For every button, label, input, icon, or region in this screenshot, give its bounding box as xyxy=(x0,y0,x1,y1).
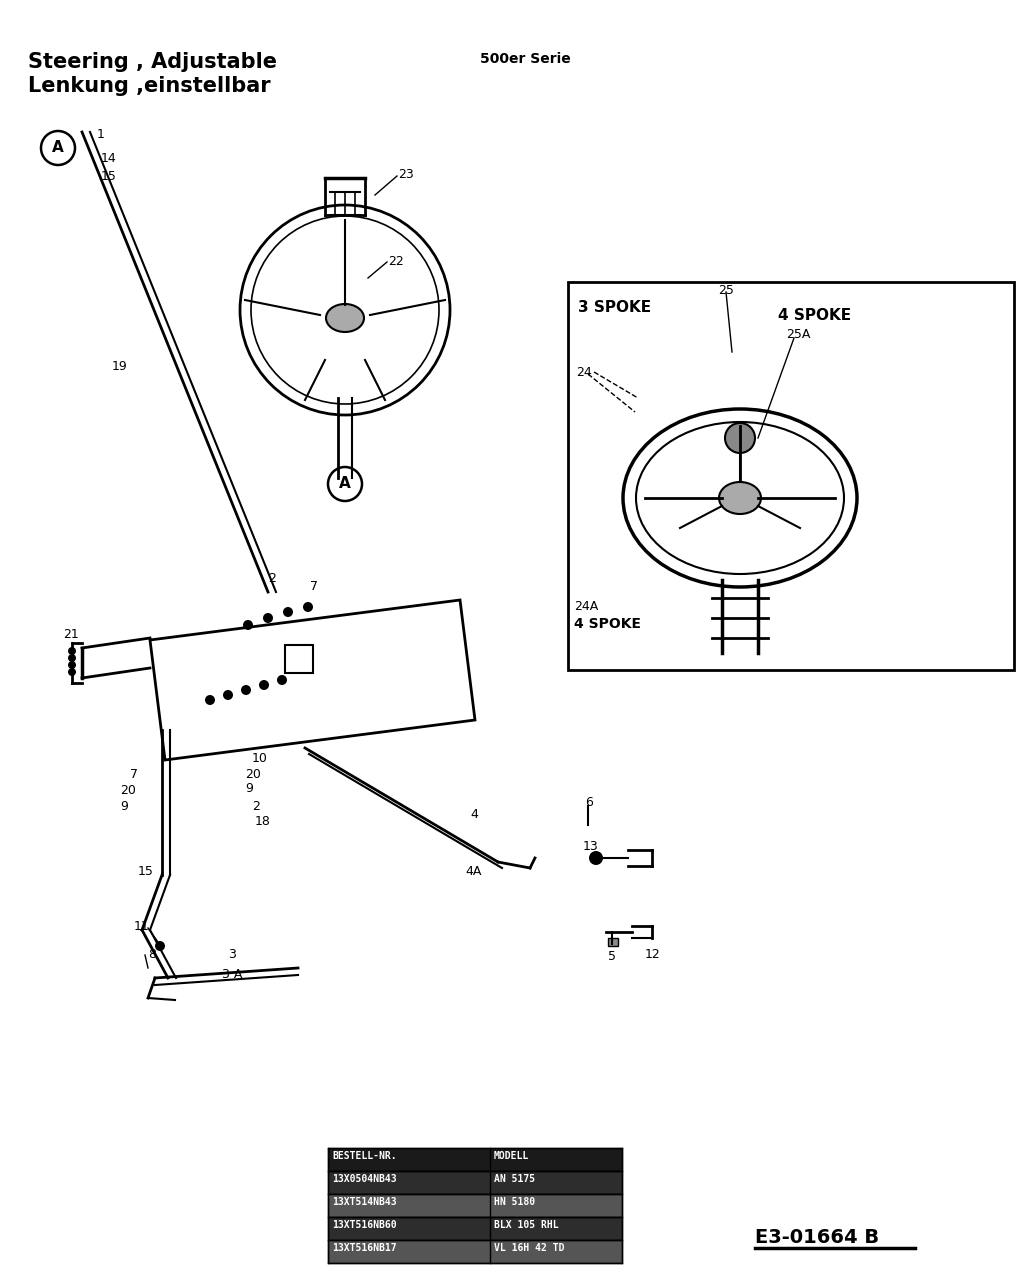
Text: 21: 21 xyxy=(63,628,78,641)
Text: 8: 8 xyxy=(148,948,156,961)
Text: MODELL: MODELL xyxy=(494,1151,529,1161)
Text: 20: 20 xyxy=(245,767,261,781)
Text: 24A: 24A xyxy=(574,600,599,613)
Text: 1: 1 xyxy=(97,128,105,141)
Text: 15: 15 xyxy=(138,865,154,877)
Circle shape xyxy=(68,661,76,669)
Text: 22: 22 xyxy=(388,255,404,269)
Text: 7: 7 xyxy=(310,579,318,593)
Circle shape xyxy=(263,613,273,623)
Text: 13XT514NB43: 13XT514NB43 xyxy=(332,1197,396,1207)
Circle shape xyxy=(259,680,269,689)
Text: 6: 6 xyxy=(585,796,592,810)
Text: 4A: 4A xyxy=(465,865,481,877)
Text: 11: 11 xyxy=(134,920,150,932)
Circle shape xyxy=(283,608,293,616)
Circle shape xyxy=(725,423,755,453)
Text: BESTELL-NR.: BESTELL-NR. xyxy=(332,1151,396,1161)
Bar xyxy=(328,1172,622,1195)
Circle shape xyxy=(589,851,603,865)
Text: 23: 23 xyxy=(398,168,414,182)
Text: 3 SPOKE: 3 SPOKE xyxy=(578,301,651,315)
Text: AN 5175: AN 5175 xyxy=(494,1174,536,1184)
Text: 2: 2 xyxy=(252,799,260,813)
Text: Steering , Adjustable: Steering , Adjustable xyxy=(28,52,277,72)
Text: 13: 13 xyxy=(583,840,599,853)
Text: 13X0504NB43: 13X0504NB43 xyxy=(332,1174,396,1184)
Circle shape xyxy=(243,620,253,631)
Text: BLX 105 RHL: BLX 105 RHL xyxy=(494,1220,558,1230)
Text: 10: 10 xyxy=(252,752,268,765)
Bar xyxy=(328,1218,622,1241)
Text: 12: 12 xyxy=(645,948,660,961)
Text: 19: 19 xyxy=(112,359,128,373)
Circle shape xyxy=(155,941,165,952)
Text: Lenkung ,einstellbar: Lenkung ,einstellbar xyxy=(28,75,270,96)
Text: 25: 25 xyxy=(718,284,734,297)
Text: 3: 3 xyxy=(228,948,236,961)
Text: VL 16H 42 TD: VL 16H 42 TD xyxy=(494,1243,565,1253)
Bar xyxy=(285,645,313,673)
Circle shape xyxy=(223,689,233,700)
Text: 15: 15 xyxy=(101,170,117,183)
Bar xyxy=(328,1241,622,1262)
Ellipse shape xyxy=(326,304,364,333)
Text: 9: 9 xyxy=(120,799,128,813)
Text: A: A xyxy=(340,477,351,491)
Text: E3-01664 B: E3-01664 B xyxy=(755,1228,879,1247)
Bar xyxy=(328,1195,622,1218)
Circle shape xyxy=(303,602,313,611)
Text: 4: 4 xyxy=(470,808,478,821)
Circle shape xyxy=(241,686,251,694)
Bar xyxy=(568,281,1014,670)
Text: 14: 14 xyxy=(101,152,117,165)
Text: 13XT516NB60: 13XT516NB60 xyxy=(332,1220,396,1230)
Text: 3 A: 3 A xyxy=(222,968,243,981)
Text: 4 SPOKE: 4 SPOKE xyxy=(574,616,641,631)
Text: 13XT516NB17: 13XT516NB17 xyxy=(332,1243,396,1253)
Bar xyxy=(608,938,618,946)
Text: 25A: 25A xyxy=(786,327,810,341)
Text: HN 5180: HN 5180 xyxy=(494,1197,536,1207)
Text: 4 SPOKE: 4 SPOKE xyxy=(778,308,851,324)
Text: A: A xyxy=(53,141,64,156)
Text: 20: 20 xyxy=(120,784,136,797)
Circle shape xyxy=(68,654,76,663)
Circle shape xyxy=(277,675,287,686)
Circle shape xyxy=(68,647,76,655)
Text: 9: 9 xyxy=(245,781,253,796)
Text: 18: 18 xyxy=(255,815,270,828)
Circle shape xyxy=(68,668,76,677)
Text: 7: 7 xyxy=(130,767,138,781)
Text: 500er Serie: 500er Serie xyxy=(480,52,571,67)
Bar xyxy=(328,1149,622,1172)
Circle shape xyxy=(205,694,215,705)
Ellipse shape xyxy=(719,482,761,514)
Text: 2: 2 xyxy=(268,572,276,585)
Text: 5: 5 xyxy=(608,950,616,963)
Text: 24: 24 xyxy=(576,366,591,379)
